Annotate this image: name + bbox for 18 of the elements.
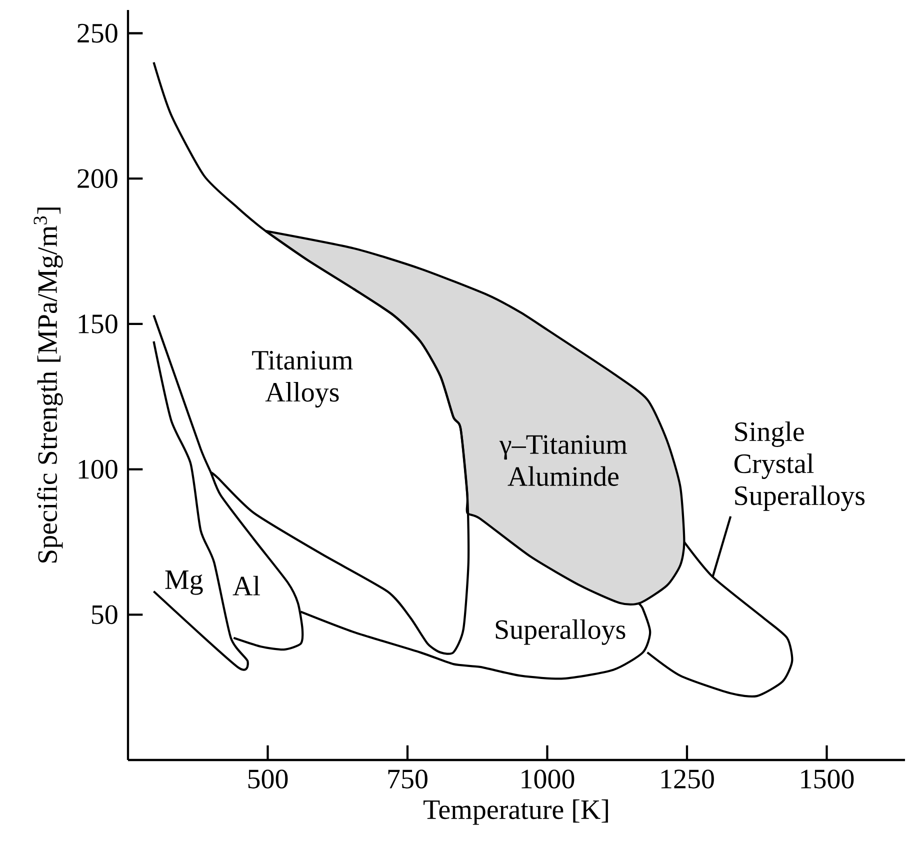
y-tick-label: 200 [78,169,118,188]
series-label: Mg [165,570,203,595]
y-tick-label: 50 [92,605,118,624]
x-tick-label: 1500 [801,770,854,788]
series-label: Al [232,576,260,596]
x-tick-label: 500 [248,770,288,788]
y-tick-label: 250 [78,24,118,43]
series-label: γ–Titanium Aluminde [499,435,628,486]
x-axis-title: Temperature [K] [424,799,608,825]
series-label: Titanium Alloys [252,350,353,408]
text: Single Crystal Superalloys [734,421,865,511]
y-axis-title: Specific Strength [MPa/Mg/m$^{3}$] [34,208,63,563]
y-tick-label: 100 [78,460,118,479]
x-tick-label: 750 [388,770,428,788]
x-tick-label: 1000 [522,770,574,788]
y-tick-label: 150 [78,314,118,334]
x-tick-label: 1250 [661,770,714,788]
series-label: Superalloys [496,619,626,645]
